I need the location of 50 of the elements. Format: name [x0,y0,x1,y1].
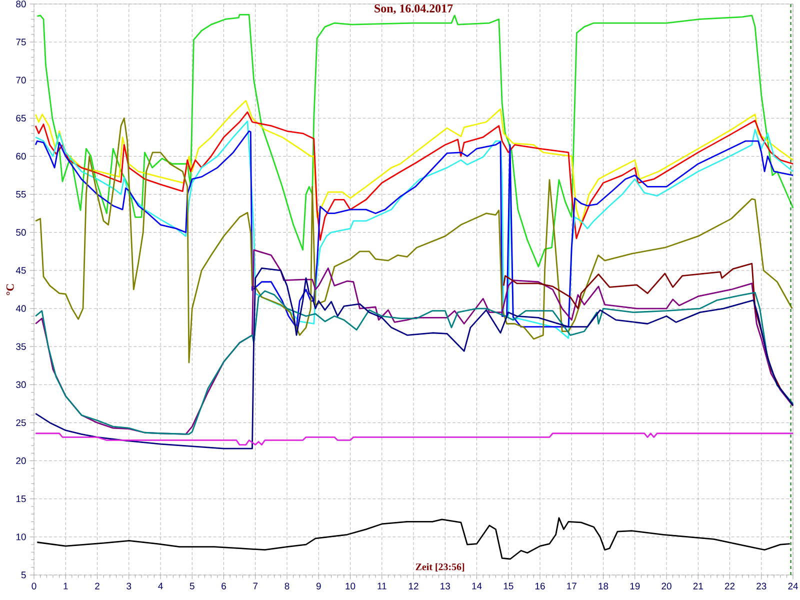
x-tick-label: 23 [756,582,766,590]
y-tick-label: 35 [16,343,26,350]
x-tick-label: 5 [190,582,194,590]
y-tick-label: 75 [16,38,26,46]
x-tick-label: 11 [378,582,386,590]
x-tick-label: 16 [535,582,545,590]
x-tick-label: 0 [32,582,36,590]
y-tick-label: 5 [21,572,26,578]
x-tick-label: 21 [693,582,703,590]
chart-title: Son, 16.04.2017 [374,4,453,14]
line-series [34,111,794,241]
y-tick-label: 25 [16,419,26,426]
x-tick-label: 3 [126,582,132,590]
x-tick-label: 4 [158,582,163,590]
x-tick-label: 24 [788,582,798,590]
y-tick-label: 80 [16,0,26,8]
y-tick-label: 30 [16,381,26,388]
y-tick-label: 70 [16,76,26,84]
x-tick-label: 12 [408,582,418,590]
x-tick-label: 9 [316,582,321,590]
y-tick-label: 45 [16,267,26,274]
line-series [34,100,794,226]
x-tick-label: 2 [95,582,100,590]
x-tick-label: 17 [567,582,576,590]
y-tick-label: 60 [16,152,26,160]
x-axis-title: Zeit [23:56] [416,563,464,572]
line-series [34,267,794,450]
x-tick-label: 14 [472,582,482,590]
x-tick-label: 22 [724,582,735,590]
x-tick-label: 15 [504,582,514,590]
x-tick-label: 8 [284,582,290,590]
x-tick-label: 7 [253,582,258,590]
x-tick-label: 13 [440,582,450,590]
y-axis-title: °C [6,284,14,296]
line-series [34,290,794,435]
x-tick-label: 10 [346,582,356,590]
y-tick-label: 65 [16,114,26,122]
x-tick-label: 1 [64,582,68,590]
y-tick-label: 15 [16,496,26,502]
x-tick-label: 19 [630,582,640,590]
y-tick-label: 40 [16,305,26,312]
y-tick-label: 10 [16,534,26,540]
x-tick-label: 20 [662,582,672,590]
y-tick-label: 55 [16,191,26,198]
x-tick-label: 6 [222,582,226,590]
line-series [34,249,794,435]
line-series [36,517,791,560]
y-tick-label: 20 [16,457,26,464]
y-tick-label: 50 [16,229,26,236]
x-tick-label: 18 [598,582,608,590]
